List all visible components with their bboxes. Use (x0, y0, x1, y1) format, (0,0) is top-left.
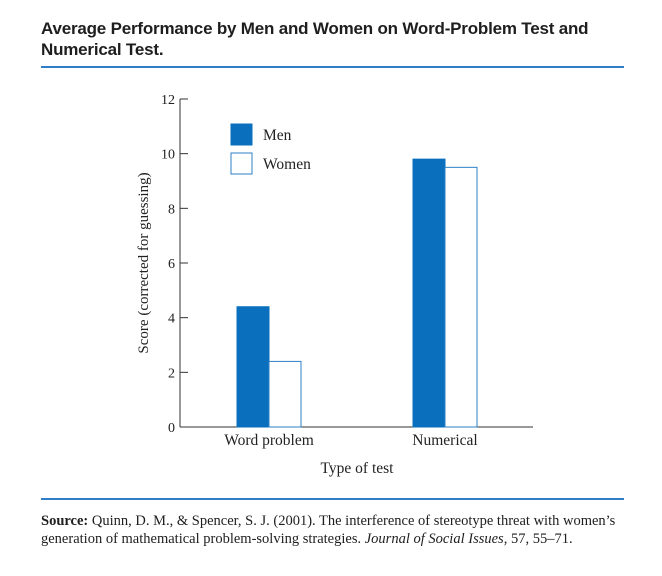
bar-chart: 0 2 4 6 8 10 12 Word problem Numerical Men Women… (136, 93, 533, 477)
bar-women-numerical (444, 166, 478, 428)
bar-men-word-problem (236, 306, 270, 428)
top-rule (41, 66, 624, 68)
y-tick-label: 4 (168, 312, 175, 327)
bar-men-numerical (412, 158, 446, 428)
legend-swatch-women (230, 152, 253, 175)
y-tick-label: 2 (168, 366, 175, 381)
y-tick-label: 12 (161, 93, 175, 108)
y-tick-label: 6 (168, 257, 175, 272)
source-text-end: , 57, 55–71. (503, 531, 573, 547)
chart-bars: Word problem Numerical (224, 158, 478, 449)
bar-women-word-problem (268, 360, 302, 428)
x-tick-label: Numerical (412, 432, 477, 449)
legend-label-women: Women (263, 156, 311, 173)
source-text: Quinn, D. M., & Spencer, S. J. (2001). T… (41, 513, 616, 547)
y-tick-label: 8 (168, 202, 175, 217)
bottom-rule (41, 498, 624, 500)
x-tick-label: Word problem (224, 432, 314, 449)
y-tick-label: 0 (168, 421, 175, 436)
source-citation: Source: Quinn, D. M., & Spencer, S. J. (… (41, 512, 624, 548)
source-label: Source: (41, 513, 89, 529)
source-journal: Journal of Social Issues (364, 531, 504, 547)
y-tick-label: 10 (161, 148, 175, 163)
chart-title: Average Performance by Men and Women on … (41, 19, 589, 59)
legend-label-men: Men (263, 127, 292, 144)
y-axis-label: Score (corrected for guessing) (136, 172, 152, 353)
legend-swatch-men (230, 123, 253, 146)
x-axis-label: Type of test (321, 460, 395, 477)
chart-legend: Men Women (230, 123, 311, 175)
